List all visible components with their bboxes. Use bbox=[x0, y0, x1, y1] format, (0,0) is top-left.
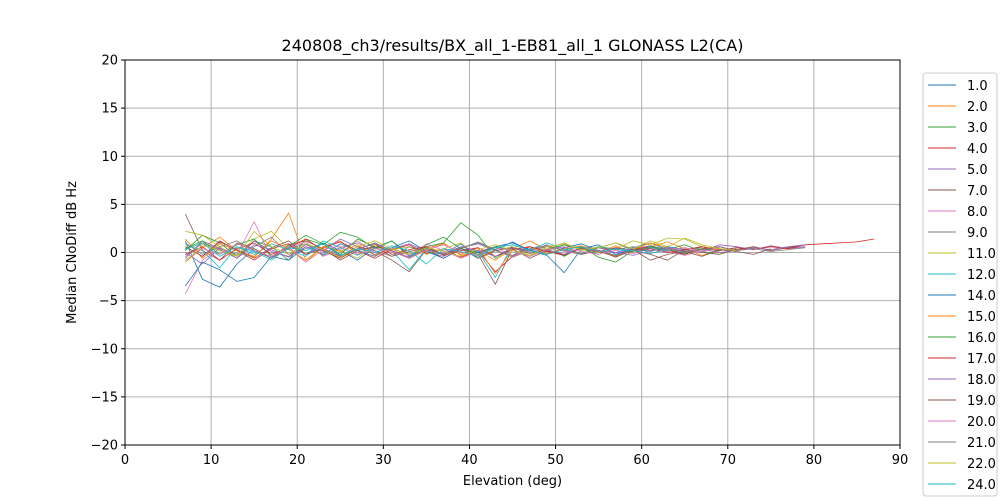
legend-label: 9.0 bbox=[967, 226, 988, 241]
legend-label: 3.0 bbox=[967, 121, 988, 136]
series-layer bbox=[184, 212, 875, 295]
x-tick-label: 70 bbox=[720, 453, 737, 468]
series-line-15.0 bbox=[185, 238, 702, 275]
x-tick-label: 0 bbox=[121, 453, 129, 468]
x-tick-label: 40 bbox=[461, 453, 478, 468]
x-axis-label: Elevation (deg) bbox=[463, 474, 562, 489]
legend-label: 17.0 bbox=[967, 352, 996, 367]
legend-label: 11.0 bbox=[967, 247, 996, 262]
y-tick-label: 20 bbox=[101, 54, 118, 69]
legend-label: 18.0 bbox=[967, 373, 996, 388]
series-line-19.0 bbox=[185, 240, 771, 261]
legend-label: 22.0 bbox=[967, 457, 996, 472]
legend-label: 2.0 bbox=[967, 100, 988, 115]
legend-frame bbox=[922, 72, 998, 497]
x-tick-label: 10 bbox=[203, 453, 220, 468]
legend-label: 5.0 bbox=[967, 163, 988, 178]
y-tick-label: −15 bbox=[91, 390, 118, 405]
legend-label: 21.0 bbox=[967, 436, 996, 451]
x-tick-label: 90 bbox=[892, 453, 909, 468]
y-tick-label: 15 bbox=[101, 102, 118, 117]
legend-label: 24.0 bbox=[967, 478, 996, 493]
legend-label: 15.0 bbox=[967, 310, 996, 325]
x-tick-label: 50 bbox=[547, 453, 564, 468]
y-tick-label: 5 bbox=[110, 198, 118, 213]
series-line-22.0 bbox=[185, 230, 737, 263]
series-line-21.0 bbox=[185, 240, 806, 259]
series-line-7.0 bbox=[184, 213, 806, 285]
legend-label: 12.0 bbox=[967, 268, 996, 283]
legend-label: 14.0 bbox=[967, 289, 996, 304]
x-tick-label: 20 bbox=[289, 453, 306, 468]
legend-label: 16.0 bbox=[967, 331, 996, 346]
legend-label: 20.0 bbox=[967, 415, 996, 430]
y-tick-label: 0 bbox=[110, 246, 118, 261]
legend-label: 1.0 bbox=[967, 79, 988, 94]
legend-label: 7.0 bbox=[967, 184, 988, 199]
y-tick-label: −10 bbox=[91, 342, 118, 357]
series-line-11.0 bbox=[185, 230, 720, 263]
chart-title: 240808_ch3/results/BX_all_1-EB81_all_1 G… bbox=[282, 36, 744, 56]
legend: 1.0 2.0 3.0 4.0 5.0 7.0 8.0 9.0 11.0 12.0 14.0 15.0… bbox=[922, 72, 998, 497]
legend-label: 19.0 bbox=[967, 394, 996, 409]
x-tick-label: 80 bbox=[806, 453, 823, 468]
y-tick-label: −5 bbox=[99, 294, 118, 309]
y-tick-label: −20 bbox=[91, 439, 118, 454]
x-tick-label: 30 bbox=[375, 453, 392, 468]
x-tick-label: 60 bbox=[633, 453, 650, 468]
y-tick-label: 10 bbox=[101, 150, 118, 165]
legend-label: 8.0 bbox=[967, 205, 988, 220]
y-axis-label: Median CNoDiff dB Hz bbox=[65, 181, 80, 324]
legend-label: 4.0 bbox=[967, 142, 988, 157]
series-line-24.0 bbox=[185, 242, 668, 265]
